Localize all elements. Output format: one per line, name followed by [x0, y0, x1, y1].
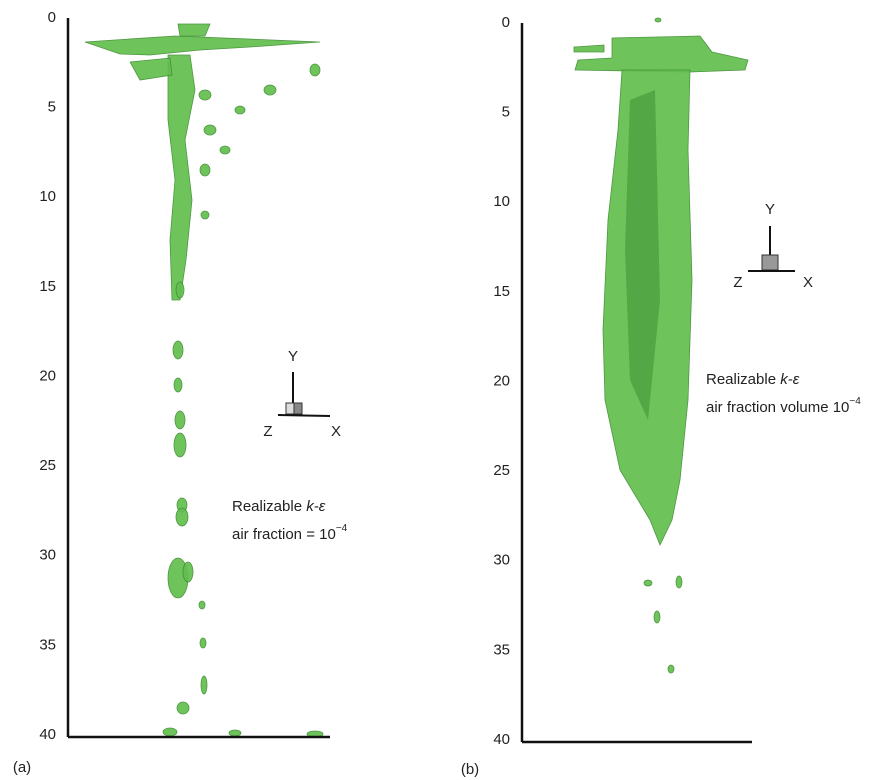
gizmo-label: Z — [733, 274, 742, 291]
fraction-exponent: −4 — [336, 523, 348, 534]
figure: 0 5 10 15 20 25 30 35 40 (a) Y Z X Realizable k-ε air … — [0, 0, 887, 780]
gizmo-label: Y — [288, 348, 298, 365]
y-tick-label: 15 — [39, 278, 56, 295]
y-tick-label: 35 — [493, 641, 510, 658]
y-tick-label: 0 — [502, 14, 510, 31]
y-tick-label: 20 — [39, 367, 56, 384]
y-tick-label: 25 — [493, 462, 510, 479]
y-tick-label: 0 — [48, 9, 56, 26]
y-tick-label: 30 — [493, 552, 510, 569]
fraction-text: air fraction volume 10 — [706, 399, 849, 416]
plume-a — [85, 24, 323, 737]
y-tick-label: 25 — [39, 457, 56, 474]
model-symbol: k-ε — [780, 371, 799, 388]
annotation-model: Realizable k-ε — [706, 371, 800, 388]
y-tick-label: 10 — [493, 193, 510, 210]
y-tick-label: 10 — [39, 188, 56, 205]
model-symbol: k-ε — [306, 498, 325, 515]
axis-gizmo-b — [748, 226, 795, 271]
fraction-exponent: −4 — [849, 396, 861, 407]
y-tick-label: 40 — [39, 726, 56, 743]
panel-label: (b) — [461, 761, 479, 778]
panel-label: (a) — [13, 759, 31, 776]
gizmo-label: X — [803, 274, 813, 291]
y-tick-label: 40 — [493, 731, 510, 748]
y-tick-label: 15 — [493, 283, 510, 300]
fraction-text: air fraction = 10 — [232, 526, 336, 543]
gizmo-label: Y — [765, 201, 775, 218]
model-name: Realizable — [232, 498, 302, 515]
gizmo-label: Z — [263, 423, 272, 440]
y-tick-label: 35 — [39, 636, 56, 653]
y-tick-label: 5 — [502, 104, 510, 121]
axis-gizmo-a — [278, 372, 330, 416]
annotation-fraction: air fraction volume 10−4 — [706, 396, 861, 416]
y-tick-label: 20 — [493, 372, 510, 389]
gizmo-label: X — [331, 423, 341, 440]
plume-b — [574, 18, 748, 673]
y-tick-label: 30 — [39, 547, 56, 564]
y-tick-label: 5 — [48, 99, 56, 116]
annotation-model: Realizable k-ε — [232, 498, 326, 515]
model-name: Realizable — [706, 371, 776, 388]
annotation-fraction: air fraction = 10−4 — [232, 523, 348, 543]
